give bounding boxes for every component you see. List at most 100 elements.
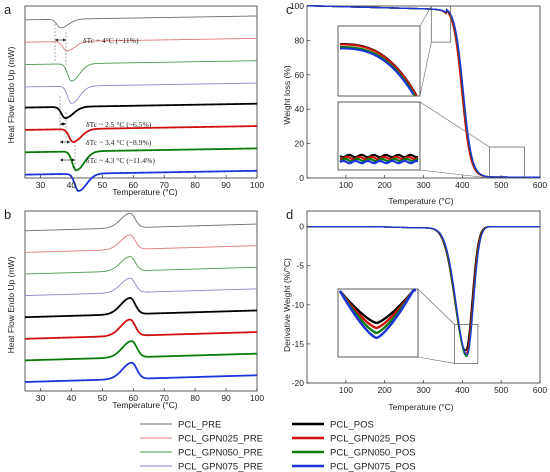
x-tick-label: 80 bbox=[190, 180, 200, 190]
panel-c-xticks: 100 200 300 400 500 600 bbox=[339, 175, 547, 190]
y-tick-label: -10 bbox=[292, 300, 305, 310]
series-line bbox=[24, 318, 258, 340]
series-line bbox=[24, 169, 258, 192]
zoom-region-box bbox=[489, 146, 525, 179]
x-tick-label: 40 bbox=[67, 393, 77, 403]
arrow-head bbox=[67, 140, 70, 144]
series-line bbox=[24, 60, 258, 82]
x-tick-label: 40 bbox=[67, 180, 77, 190]
series-line bbox=[24, 82, 258, 104]
legend-item: PCL_PRE bbox=[140, 420, 221, 431]
panel-c: c Weight loss (%) 0 20 40 60 80 100 100 200 300… bbox=[282, 1, 547, 206]
arrow-head bbox=[55, 38, 58, 42]
x-tick-label: 100 bbox=[339, 385, 353, 395]
x-tick-label: 500 bbox=[494, 385, 508, 395]
legend-label: PCL_GPN050_POS bbox=[330, 448, 416, 459]
x-tick-label: 70 bbox=[159, 180, 169, 190]
panel-label-b: b bbox=[4, 207, 11, 222]
zoom-region-box bbox=[454, 324, 479, 364]
annotation-label: δTc ~ 4.3 °C (~11.4%) bbox=[86, 156, 155, 165]
x-tick-label: 70 bbox=[159, 393, 169, 403]
inset-connector bbox=[419, 169, 490, 179]
x-tick-label: 90 bbox=[221, 180, 231, 190]
legend-label: PCL_GPN025_POS bbox=[330, 434, 416, 445]
x-tick-label: 400 bbox=[455, 385, 469, 395]
series-line bbox=[24, 277, 258, 297]
x-tick-label: 500 bbox=[494, 180, 508, 190]
x-tick-label: 600 bbox=[533, 385, 547, 395]
legend-item: PCL_GPN050_POS bbox=[292, 448, 416, 459]
x-tick-label: 600 bbox=[533, 180, 547, 190]
plot-frame bbox=[24, 5, 258, 179]
panel-c-yticks: 0 20 40 60 80 100 bbox=[290, 1, 310, 183]
inset-connector bbox=[417, 356, 455, 364]
arrow-head bbox=[63, 122, 66, 126]
plot-frame bbox=[24, 210, 258, 392]
series-line bbox=[24, 234, 258, 253]
panel-c-xlabel: Temperature (°C) bbox=[388, 196, 453, 206]
y-tick-label: 40 bbox=[295, 104, 305, 114]
panel-a: a Heat Flow Endo Up (mW) δTc ~ 4°C (~11%… bbox=[4, 2, 264, 197]
inset-connector bbox=[419, 101, 490, 148]
series-line bbox=[24, 361, 258, 383]
panel-a-xticks: 30 40 50 60 70 80 90 100 bbox=[36, 175, 264, 190]
legend-item: PCL_POS bbox=[292, 420, 374, 431]
series-line bbox=[24, 212, 258, 232]
panel-b-ylabel: Heat Flow Endo Up (mW) bbox=[6, 256, 16, 353]
x-tick-label: 300 bbox=[416, 180, 430, 190]
legend-label: PCL_GPN025_PRE bbox=[178, 434, 263, 445]
panel-b-plot-area bbox=[24, 210, 258, 392]
legend-label: PCL_GPN050_PRE bbox=[178, 448, 263, 459]
x-tick-label: 400 bbox=[455, 180, 469, 190]
x-tick-label: 50 bbox=[98, 393, 108, 403]
x-tick-label: 80 bbox=[190, 393, 200, 403]
y-tick-label: 0 bbox=[299, 173, 304, 183]
y-tick-label: 20 bbox=[295, 139, 305, 149]
arrow-head bbox=[60, 122, 63, 126]
inset-series-line bbox=[339, 159, 419, 165]
series-line bbox=[24, 102, 258, 119]
panel-a-ylabel: Heat Flow Endo Up (mW) bbox=[6, 46, 16, 143]
y-tick-label: 100 bbox=[290, 1, 304, 11]
annotation-label: δTc ~ 3.4 °C (~8.9%) bbox=[86, 138, 152, 147]
x-tick-label: 30 bbox=[36, 180, 46, 190]
x-tick-label: 200 bbox=[378, 385, 392, 395]
legend: PCL_PRE PCL_GPN025_PRE PCL_GPN050_PRE PCL_G… bbox=[140, 420, 416, 472]
legend-item: PCL_GPN025_PRE bbox=[140, 434, 263, 445]
x-tick-label: 90 bbox=[221, 393, 231, 403]
panel-label-a: a bbox=[4, 2, 12, 17]
panel-label-d: d bbox=[286, 207, 293, 222]
inset-series-line bbox=[340, 47, 415, 96]
zoom-region-box bbox=[430, 5, 452, 43]
x-tick-label: 60 bbox=[129, 393, 139, 403]
arrow-head bbox=[63, 38, 66, 42]
series-line bbox=[24, 15, 258, 29]
y-tick-label: -20 bbox=[292, 378, 305, 388]
arrow-head bbox=[60, 140, 63, 144]
panel-c-plot-area bbox=[306, 4, 541, 179]
legend-item: PCL_GPN075_PRE bbox=[140, 462, 263, 472]
inset-connector bbox=[417, 288, 455, 325]
y-tick-label: -5 bbox=[296, 261, 304, 271]
inset-connector bbox=[419, 5, 432, 27]
series-line bbox=[24, 37, 258, 52]
series-line bbox=[24, 297, 258, 319]
panel-b-xticks: 30 40 50 60 70 80 90 100 bbox=[36, 388, 264, 403]
legend-label: PCL_PRE bbox=[178, 420, 221, 431]
x-tick-label: 30 bbox=[36, 393, 46, 403]
panel-a-annotations: δTc ~ 4°C (~11%) δTc ~ 2.5 °C (~6.5%) δTc … bbox=[54, 24, 155, 170]
series-line bbox=[307, 225, 540, 356]
panel-d-xlabel: Temperature (°C) bbox=[388, 402, 453, 412]
y-tick-label: 80 bbox=[295, 35, 305, 45]
inset-series-line bbox=[338, 288, 416, 340]
inset-series-line bbox=[340, 43, 418, 97]
panel-b: b Heat Flow Endo Up (mW) 30 40 50 60 70 80 90 1… bbox=[4, 207, 264, 410]
series-line bbox=[24, 340, 258, 362]
legend-label: PCL_GPN075_POS bbox=[330, 462, 416, 472]
panel-a-plot-area: δTc ~ 4°C (~11%) δTc ~ 2.5 °C (~6.5%) δTc … bbox=[24, 5, 258, 192]
panel-d: d Derivative Weight (%/°C) 0-5-10-15-20 … bbox=[282, 207, 547, 412]
inset-connector bbox=[419, 42, 432, 97]
panel-label-c: c bbox=[286, 2, 293, 17]
panel-c-ylabel: Weight loss (%) bbox=[282, 65, 292, 125]
